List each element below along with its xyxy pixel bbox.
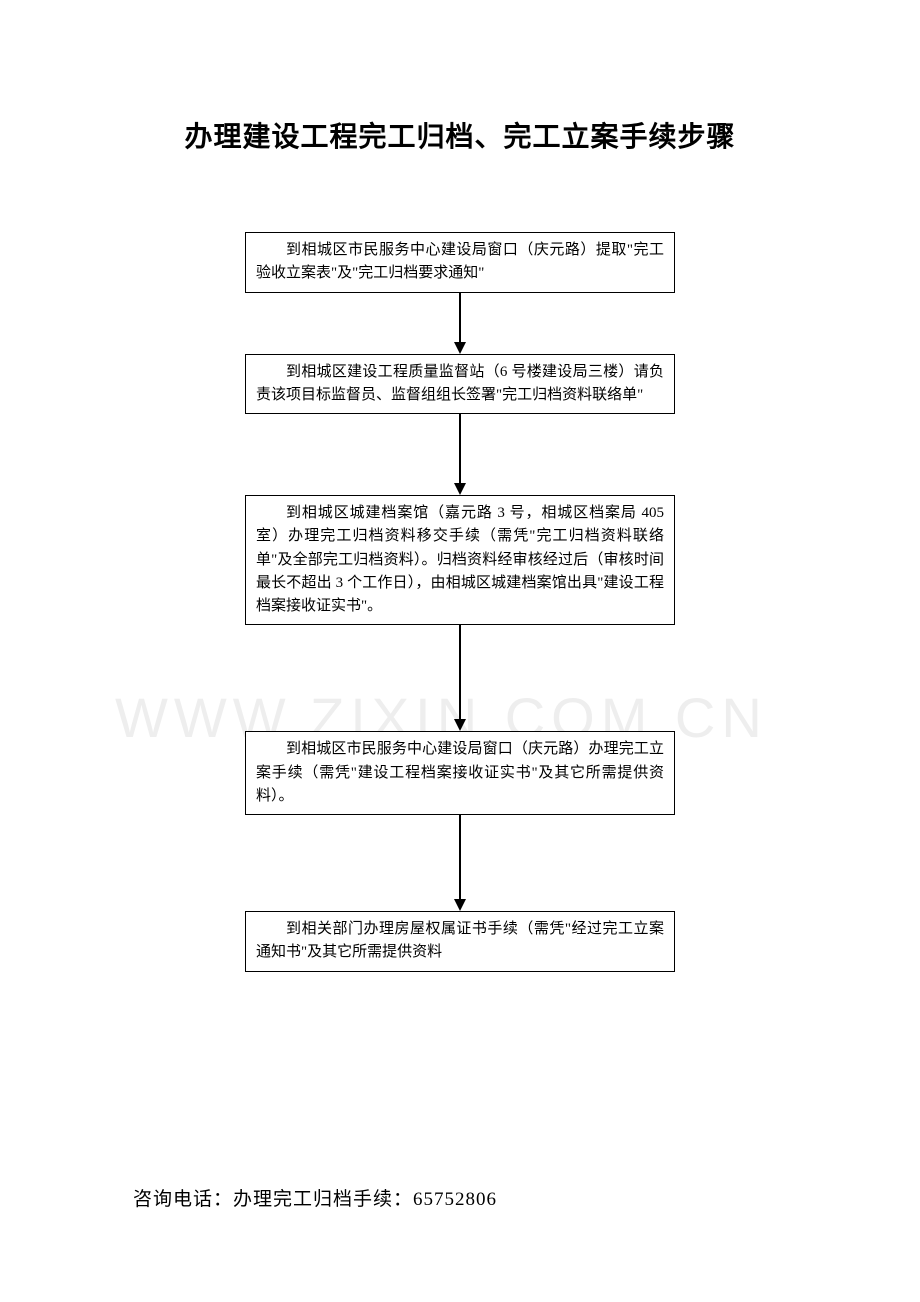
arrow-2-head <box>454 483 466 495</box>
arrow-4 <box>245 815 675 911</box>
arrow-4-head <box>454 899 466 911</box>
flowchart-container: 到相城区市民服务中心建设局窗口（庆元路）提取"完工验收立案表"及"完工归档要求通… <box>245 232 675 972</box>
arrow-1-head <box>454 342 466 354</box>
step-4-box: 到相城区市民服务中心建设局窗口（庆元路）办理完工立案手续（需凭"建设工程档案接收… <box>245 731 675 815</box>
arrow-2-line <box>459 414 461 484</box>
arrow-3-line <box>459 625 461 720</box>
step-5-box: 到相关部门办理房屋权属证书手续（需凭"经过完工立案通知书"及其它所需提供资料 <box>245 911 675 972</box>
step-3-box: 到相城区城建档案馆（嘉元路 3 号，相城区档案局 405 室）办理完工归档资料移… <box>245 495 675 625</box>
step-5-text: 到相关部门办理房屋权属证书手续（需凭"经过完工立案通知书"及其它所需提供资料 <box>256 918 664 965</box>
arrow-4-line <box>459 815 461 900</box>
arrow-3-head <box>454 719 466 731</box>
arrow-1 <box>245 293 675 354</box>
step-4-text: 到相城区市民服务中心建设局窗口（庆元路）办理完工立案手续（需凭"建设工程档案接收… <box>256 738 664 808</box>
step-1-box: 到相城区市民服务中心建设局窗口（庆元路）提取"完工验收立案表"及"完工归档要求通… <box>245 232 675 293</box>
step-2-text: 到相城区建设工程质量监督站（6 号楼建设局三楼）请负责该项目标监督员、监督组组长… <box>256 361 664 408</box>
step-3-text: 到相城区城建档案馆（嘉元路 3 号，相城区档案局 405 室）办理完工归档资料移… <box>256 502 664 618</box>
arrow-3 <box>245 625 675 731</box>
arrow-2 <box>245 414 675 495</box>
page-title: 办理建设工程完工归档、完工立案手续步骤 <box>0 0 920 155</box>
footer-contact: 咨询电话：办理完工归档手续：65752806 <box>133 1184 497 1211</box>
step-1-text: 到相城区市民服务中心建设局窗口（庆元路）提取"完工验收立案表"及"完工归档要求通… <box>256 239 664 286</box>
step-2-box: 到相城区建设工程质量监督站（6 号楼建设局三楼）请负责该项目标监督员、监督组组长… <box>245 354 675 415</box>
arrow-1-line <box>459 293 461 343</box>
